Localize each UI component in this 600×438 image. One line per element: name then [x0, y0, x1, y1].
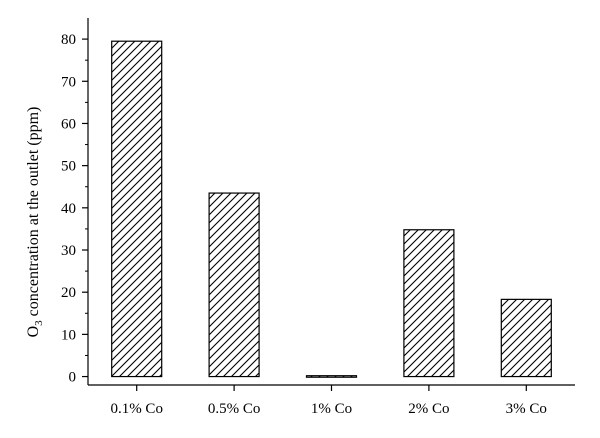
y-axis-title: O3 concentration at the outlet (ppm) — [25, 107, 45, 338]
y-axis-title-main: O — [25, 326, 42, 338]
bar — [208, 192, 260, 378]
bar — [500, 298, 552, 378]
y-tick-label: 70 — [61, 74, 76, 90]
x-tick-label: 2% Co — [408, 401, 449, 417]
bar — [403, 229, 455, 378]
x-tick-label: 1% Co — [311, 401, 352, 417]
y-tick-label: 30 — [61, 243, 76, 259]
y-tick-label: 20 — [61, 285, 76, 301]
y-axis-title-subscript: 3 — [33, 320, 45, 326]
bar — [111, 40, 163, 378]
y-tick-label: 40 — [61, 201, 76, 217]
x-tick-label: 3% Co — [506, 401, 547, 417]
y-tick-label: 50 — [61, 159, 76, 175]
x-tick-label: 0.5% Co — [208, 401, 261, 417]
y-tick-label: 60 — [61, 116, 76, 132]
y-axis: 0 10 20 30 40 50 60 70 80 — [61, 18, 89, 386]
y-tick-label: 10 — [61, 327, 76, 343]
bars-group — [111, 40, 552, 378]
y-tick-label: 80 — [61, 32, 76, 48]
y-axis-title-rest: concentration at the outlet (ppm) — [25, 107, 42, 321]
y-tick-label: 0 — [69, 370, 77, 386]
bar — [305, 375, 358, 378]
x-tick-label: 0.1% Co — [110, 401, 163, 417]
x-axis: 0.1% Co 0.5% Co 1% Co 2% Co 3% Co — [88, 384, 575, 417]
